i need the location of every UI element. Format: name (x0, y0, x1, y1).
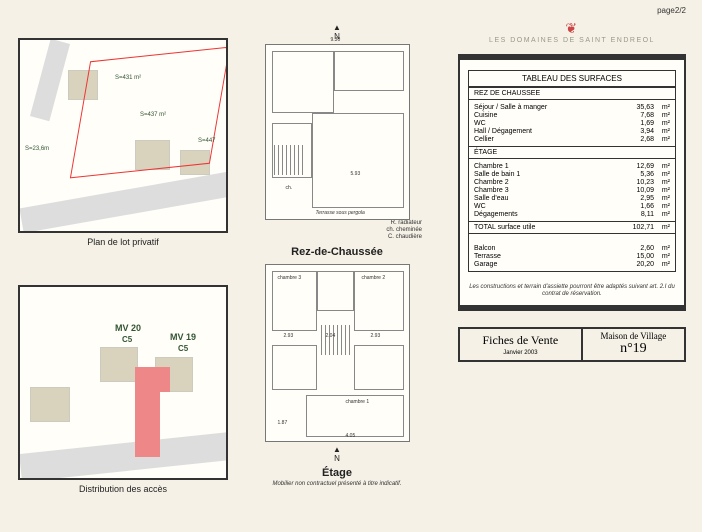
table-row: WC1,69m² (469, 119, 675, 127)
etage-dim-3: 1.87 (278, 420, 288, 426)
section-rows-0: Séjour / Salle à manger35,63m² Cuisine7,… (469, 100, 675, 146)
rdc-dim-0: 9.30 (331, 37, 341, 43)
etage-dim-1: 2.04 (326, 333, 336, 339)
table-row: Garage20,20m² (469, 260, 675, 268)
page-number: page2/2 (657, 6, 686, 15)
rdc-terrace: Terrasse sous pergola (316, 210, 365, 216)
table-row: Cuisine7,68m² (469, 111, 675, 119)
map2-caption: Distribution des accès (18, 484, 228, 494)
rdc-room-ch: ch. (286, 185, 293, 191)
floorplan-etage: chambre 3 chambre 2 chambre 1 2.93 2.04 … (265, 264, 410, 442)
table-row: Hall / Dégagement3,94m² (469, 127, 675, 135)
maison-num: n°19 (585, 341, 682, 357)
table-row: Salle de bain 15,36m² (469, 170, 675, 178)
surface-label-extra: S=23,6m (25, 146, 49, 152)
etage-dim-4: 4.05 (346, 433, 356, 439)
total-row: TOTAL surface utile 102,71 m² (469, 221, 675, 234)
etage-room-0: chambre 3 (278, 275, 302, 281)
disclaimer: Mobilier non contractuel présenté à titr… (252, 481, 422, 487)
table-row: Séjour / Salle à manger35,63m² (469, 103, 675, 111)
compass-bottom: ▲N (252, 445, 422, 463)
mv19-label: MV 19 (170, 332, 196, 342)
etage-title: Étage (252, 467, 422, 479)
table-row: Terrasse15,00m² (469, 252, 675, 260)
tableau-title: TABLEAU DES SURFACES (469, 71, 675, 87)
surface-label-2: S=447 (198, 138, 216, 144)
map1-caption: Plan de lot privatif (18, 237, 228, 247)
table-row: Chambre 112,69m² (469, 162, 675, 170)
extras-rows: Balcon2,60m² Terrasse15,00m² Garage20,20… (469, 234, 675, 271)
mv20-label: MV 20 (115, 323, 141, 333)
surface-label-0: S=431 m² (115, 75, 141, 81)
brand-icon: ❦ (458, 20, 686, 37)
maison-title: Maison de Village (585, 331, 682, 341)
table-row: Cellier2,68m² (469, 135, 675, 143)
surface-label-1: S=437 m² (140, 112, 166, 118)
section-rows-1: Chambre 112,69m² Salle de bain 15,36m² C… (469, 159, 675, 221)
floorplan-rdc: ch. 9.30 5.93 Terrasse sous pergola (265, 44, 410, 220)
left-column: S=431 m² S=437 m² S=447 S=23,6m Plan de … (18, 38, 228, 494)
etage-dim-2: 2.93 (371, 333, 381, 339)
title-block: Fiches de Vente Janvier 2003 Maison de V… (458, 327, 686, 362)
rdc-dim-1: 5.93 (351, 171, 361, 177)
fiches-title: Fiches de Vente (462, 333, 579, 348)
map-lot-privatif: S=431 m² S=437 m² S=447 S=23,6m (18, 38, 228, 233)
table-row: Salle d'eau2,95m² (469, 194, 675, 202)
rdc-title: Rez-de-Chaussée (252, 246, 422, 258)
tableau-footnote: Les constructions et terrain d'assiette … (468, 284, 676, 297)
section-head-1: ÉTAGE (469, 146, 675, 159)
table-row: Balcon2,60m² (469, 244, 675, 252)
map-acces: MV 20 C5 MV 19 C5 (18, 285, 228, 480)
section-head-0: REZ DE CHAUSSEE (469, 87, 675, 100)
right-column: ❦ LES DOMAINES DE SAINT ENDREOL TABLEAU … (458, 20, 686, 362)
etage-room-1: chambre 2 (362, 275, 386, 281)
fiches-date: Janvier 2003 (462, 350, 579, 356)
table-row: Chambre 310,09m² (469, 186, 675, 194)
c5-label-2: C5 (178, 344, 188, 353)
tableau-surfaces: TABLEAU DES SURFACES REZ DE CHAUSSEE Séj… (458, 54, 686, 311)
rdc-legend: R. radiateur ch. cheminée C. chaudière (386, 220, 422, 242)
brand: ❦ LES DOMAINES DE SAINT ENDREOL (458, 20, 686, 44)
etage-dim-0: 2.93 (284, 333, 294, 339)
etage-room-2: chambre 1 (346, 399, 370, 405)
table-row: Dégagements8,11m² (469, 210, 675, 218)
c5-label-1: C5 (122, 335, 132, 344)
table-row: Chambre 210,23m² (469, 178, 675, 186)
table-row: WC1,66m² (469, 202, 675, 210)
middle-column: ▲N ch. 9.30 5.93 Terrasse sous pergola R… (252, 20, 422, 487)
